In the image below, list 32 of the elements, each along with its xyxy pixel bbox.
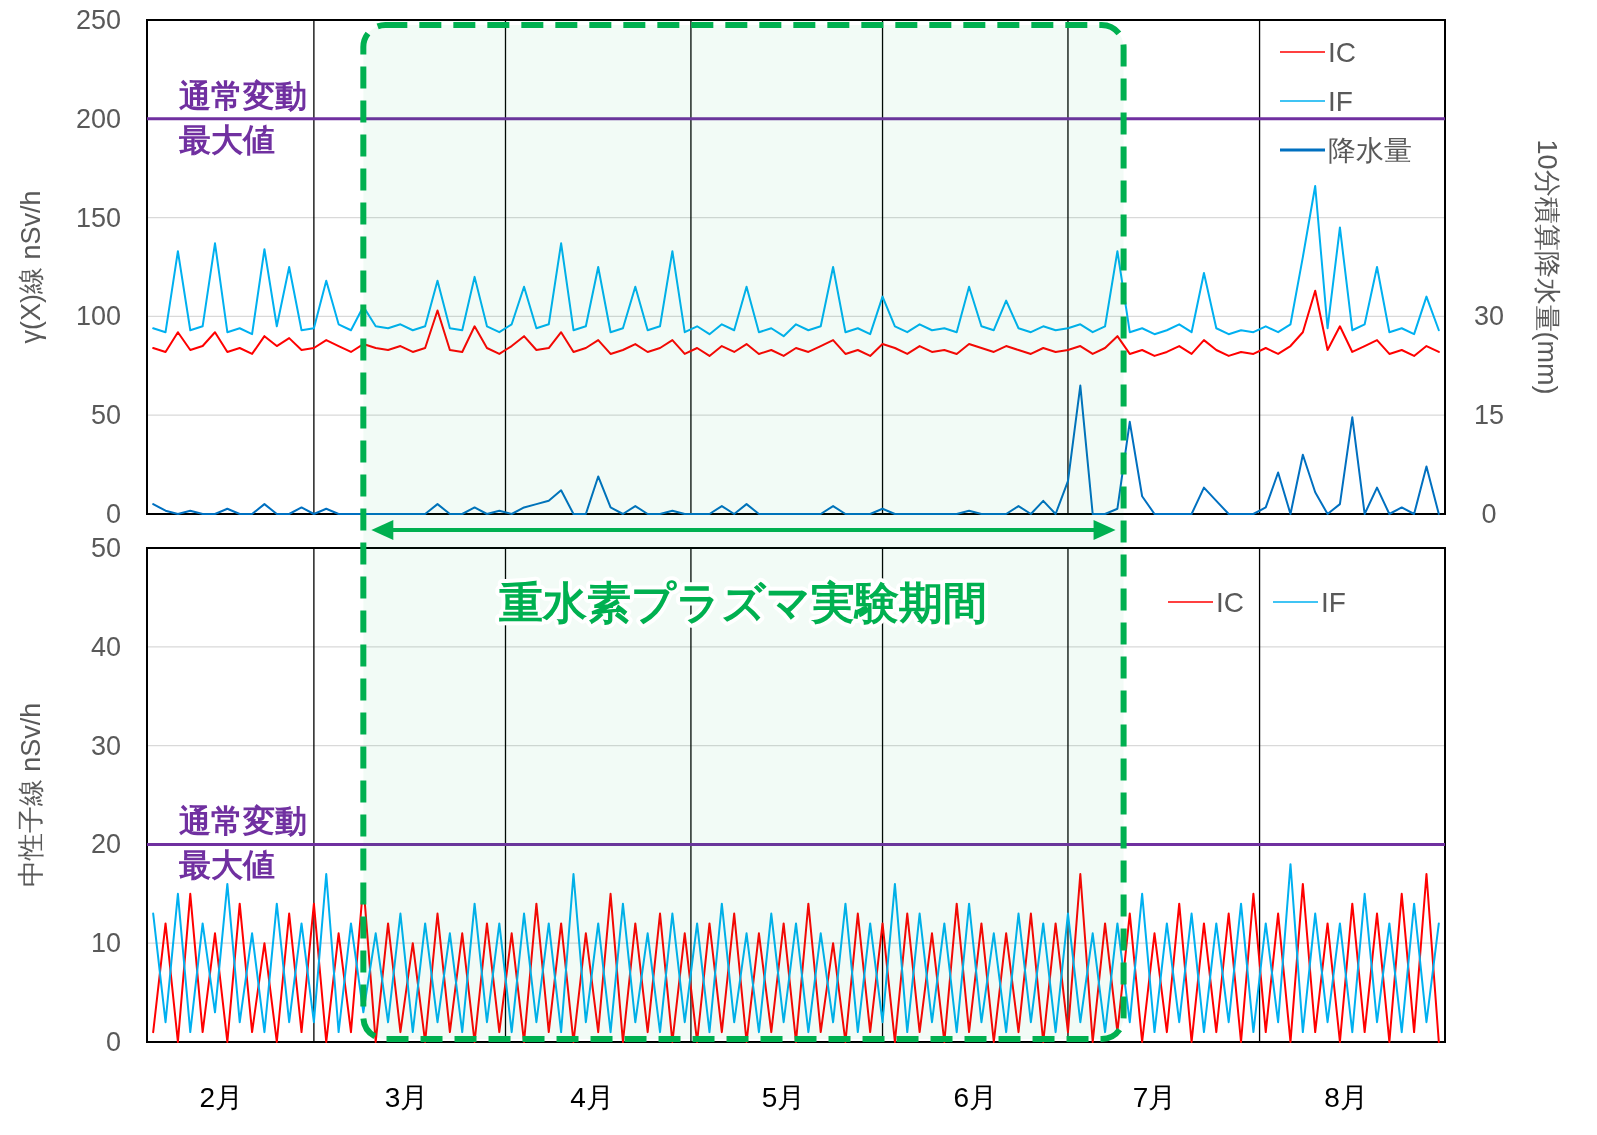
y-tick-label: 0	[105, 499, 121, 529]
y-tick-label: 50	[90, 533, 121, 563]
x-tick-label: 2月	[199, 1082, 243, 1113]
x-tick-label: 4月	[570, 1082, 614, 1113]
x-tick-label: 8月	[1324, 1082, 1368, 1113]
y2-tick-label: 0	[1481, 499, 1497, 529]
y2-tick-label: 15	[1473, 400, 1505, 431]
x-tick-label: 7月	[1132, 1082, 1177, 1113]
y-tick-label: 40	[90, 631, 121, 662]
legend-label: 降水量	[1328, 135, 1412, 166]
ref-line-label: 通常変動最大値	[179, 77, 307, 158]
y-tick-label: 50	[90, 400, 121, 431]
x-tick-label: 6月	[953, 1082, 998, 1113]
y-tick-label: 0	[105, 1027, 121, 1057]
y-tick-label: 100	[75, 301, 121, 332]
y2-tick-label: 30	[1473, 301, 1505, 332]
y-tick-label: 20	[90, 829, 121, 860]
y-tick-label: 10	[90, 928, 121, 959]
legend-label: IC	[1216, 587, 1244, 618]
x-tick-label: 5月	[761, 1082, 806, 1113]
y-axis-title: γ(X)線 nSv/h	[16, 190, 46, 344]
y2-axis-title: 10分積算降水量(mm)	[1532, 139, 1562, 395]
y-tick-label: 200	[75, 103, 121, 134]
ref-line-label: 通常変動最大値	[179, 803, 307, 884]
x-tick-label: 3月	[384, 1082, 429, 1113]
y-tick-label: 150	[75, 202, 121, 233]
legend-label: IC	[1328, 37, 1356, 68]
y-tick-label: 30	[90, 730, 121, 761]
legend-label: IF	[1321, 587, 1346, 618]
y-tick-label: 250	[75, 5, 121, 35]
legend-label: IF	[1328, 86, 1353, 117]
y-axis-title: 中性子線 nSv/h	[16, 702, 46, 888]
